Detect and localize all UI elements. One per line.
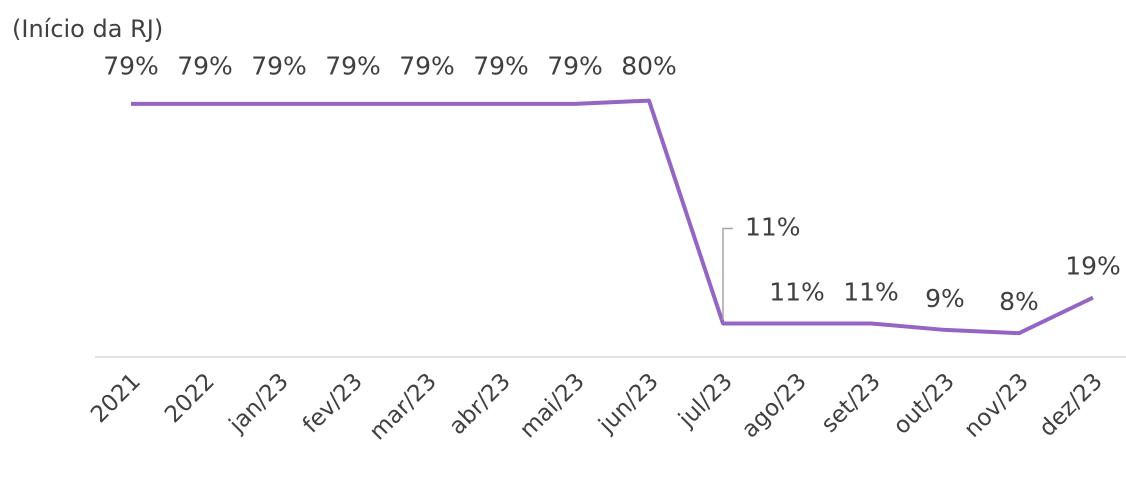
x-tick-label: nov/23 [959,368,1033,442]
data-label: 9% [925,284,965,313]
data-label: 8% [999,287,1039,316]
data-label: 79% [399,52,455,81]
data-label: 19% [1065,252,1121,281]
x-tick-label: out/23 [889,368,960,439]
x-tick-label: 2022 [160,368,220,428]
x-tick-label: 2021 [86,368,146,428]
data-label: 11% [769,277,825,306]
x-tick-label: jan/23 [224,368,294,438]
data-label: 79% [547,52,603,81]
data-label: 79% [177,52,233,81]
x-tick-label: jun/23 [593,368,663,438]
x-tick-label: jul/23 [673,368,738,433]
series-line [131,98,1094,336]
x-tick-label: fev/23 [298,368,368,438]
data-label: 79% [251,52,307,81]
chart-subtitle: (Início da RJ) [12,15,163,43]
data-label: 79% [473,52,529,81]
x-tick-label: ago/23 [737,368,812,443]
x-tick-label: dez/23 [1034,368,1107,441]
data-label: 11% [745,212,801,241]
x-tick-label: set/23 [816,368,885,437]
data-label: 79% [103,52,159,81]
data-label: 80% [621,52,677,81]
data-label: 79% [325,52,381,81]
x-tick-label: mai/23 [515,368,590,443]
x-tick-label: mar/23 [365,368,442,445]
x-tick-label: abr/23 [444,368,516,440]
data-label: 11% [843,277,899,306]
leader-line [722,227,733,320]
